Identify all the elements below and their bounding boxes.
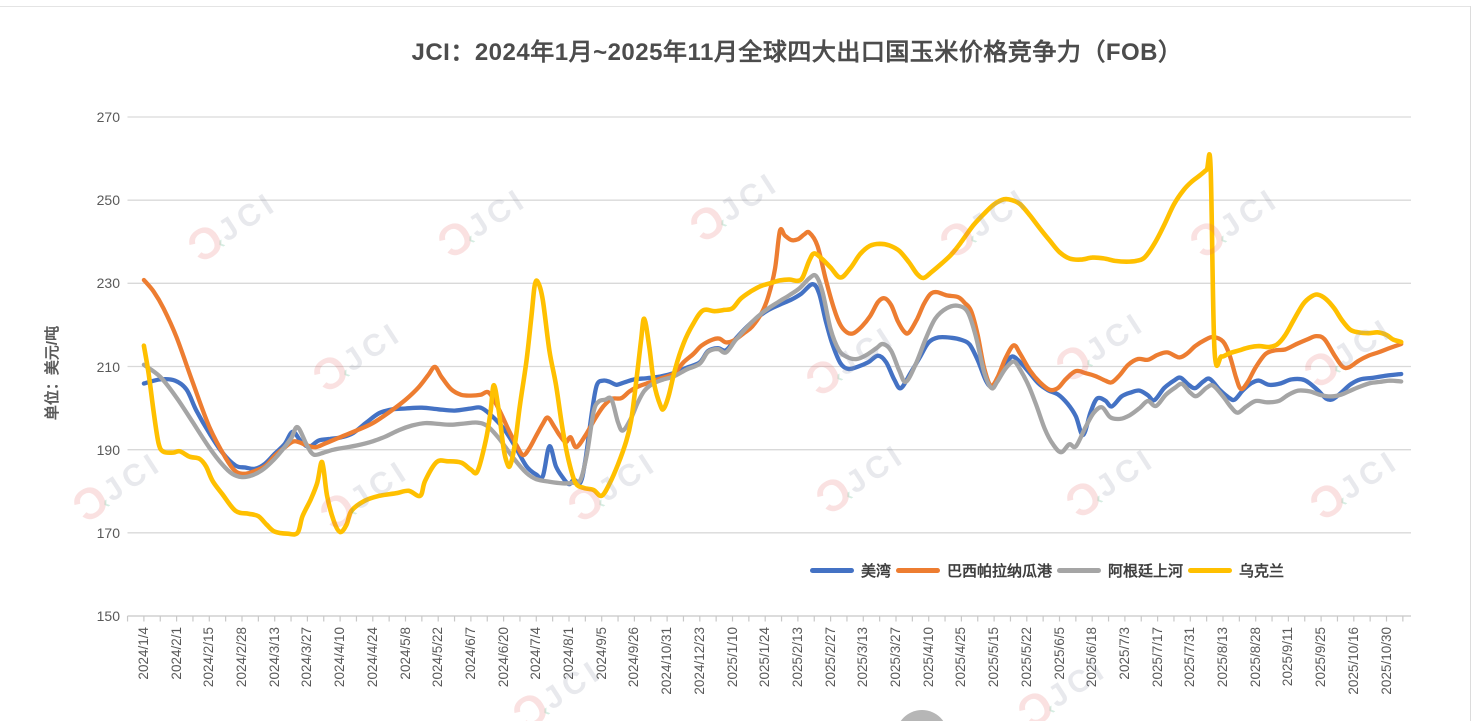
x-axis-label: 2024/2/15: [201, 627, 217, 688]
y-axis-tick-label: 250: [96, 192, 120, 209]
series-line-1: [141, 226, 1404, 476]
x-axis-label: 2024/3/13: [266, 627, 282, 688]
x-axis-label: 2025/7/3: [1116, 627, 1132, 680]
y-axis-tick-label: 210: [96, 358, 120, 375]
x-axis-label: 2025/5/15: [986, 627, 1002, 688]
legend-swatch: [896, 568, 941, 573]
y-axis-tick-label: 150: [96, 608, 120, 624]
window-right-border: [1470, 6, 1471, 721]
series-line-3: [141, 152, 1404, 537]
x-axis-label: 2024/5/22: [430, 627, 446, 688]
legend-item-1: 巴西帕拉纳瓜港: [896, 560, 1052, 581]
legend-item-3: 乌克兰: [1188, 560, 1284, 581]
x-axis-label: 2024/2/28: [234, 627, 249, 688]
x-axis-label: 2024/10/31: [659, 627, 675, 695]
x-axis-label: 2025/1/10: [724, 627, 740, 688]
x-axis-label: 2025/8/13: [1215, 627, 1230, 688]
legend-item-0: 美湾: [810, 560, 891, 581]
x-axis-label: 2024/4/10: [332, 627, 348, 688]
x-axis-label: 2025/7/17: [1149, 627, 1165, 688]
x-axis-label: 2025/9/11: [1280, 627, 1296, 687]
series-line-2: [141, 272, 1404, 486]
x-axis-label: 2024/7/4: [528, 627, 544, 680]
x-axis-label: 2025/8/28: [1247, 627, 1263, 688]
chart-legend: 美湾 巴西帕拉纳瓜港 阿根廷上河 乌克兰: [810, 560, 1289, 581]
legend-item-2: 阿根廷上河: [1057, 560, 1183, 581]
x-axis-label: 2025/10/30: [1378, 627, 1394, 695]
x-axis-label: 2025/6/5: [1051, 627, 1067, 680]
x-axis-label: 2024/1/4: [135, 627, 151, 680]
window-top-border: [0, 6, 1471, 7]
x-axis-label: 2025/2/13: [789, 627, 805, 688]
x-axis-label: 2024/5/8: [397, 627, 413, 680]
x-axis-label: 2025/3/13: [855, 627, 871, 688]
legend-label: 阿根廷上河: [1108, 563, 1184, 580]
x-axis-label: 2024/4/24: [364, 627, 380, 688]
legend-label: 美湾: [861, 563, 892, 580]
x-axis-label: 2024/6/20: [495, 627, 511, 688]
legend-swatch: [810, 568, 854, 573]
x-axis-label: 2025/1/24: [757, 627, 773, 688]
x-axis-label: 2025/5/22: [1018, 627, 1034, 688]
chart-title: JCI：2024年1月~2025年11月全球四大出口国玉米价格竞争力（FOB）: [411, 39, 1183, 66]
x-axis-label: 2024/3/27: [299, 627, 315, 688]
legend-label: 乌克兰: [1239, 563, 1285, 580]
legend-swatch: [1057, 568, 1102, 573]
x-axis-label: 2025/9/25: [1313, 627, 1329, 688]
cutoff-floating-button[interactable]: [896, 710, 948, 721]
x-axis-label: 2025/4/10: [920, 627, 936, 688]
legend-label: 巴西帕拉纳瓜港: [947, 563, 1053, 580]
x-axis-label: 2024/6/7: [462, 627, 478, 680]
x-axis-label: 2024/9/5: [593, 627, 609, 680]
y-axis-tick-label: 230: [96, 275, 120, 292]
legend-swatch: [1188, 568, 1233, 573]
x-axis-label: 2025/3/27: [888, 627, 903, 688]
x-axis-label: 2025/4/25: [953, 627, 969, 688]
x-axis-label: 2024/2/1: [168, 627, 184, 680]
x-axis-label: 2025/2/27: [822, 627, 838, 688]
x-axis-label: 2024/9/26: [626, 627, 642, 688]
y-axis-tick-label: 190: [96, 441, 120, 458]
x-axis-label: 2024/12/23: [691, 627, 707, 695]
x-axis-label: 2025/10/16: [1345, 627, 1361, 695]
y-axis-tick-label: 170: [96, 524, 120, 541]
x-axis-label: 2025/6/18: [1084, 627, 1100, 688]
x-axis-label: 2025/7/31: [1182, 627, 1198, 688]
x-axis-label: 2024/8/1: [561, 627, 576, 680]
y-axis-tick-label: 270: [96, 109, 120, 125]
